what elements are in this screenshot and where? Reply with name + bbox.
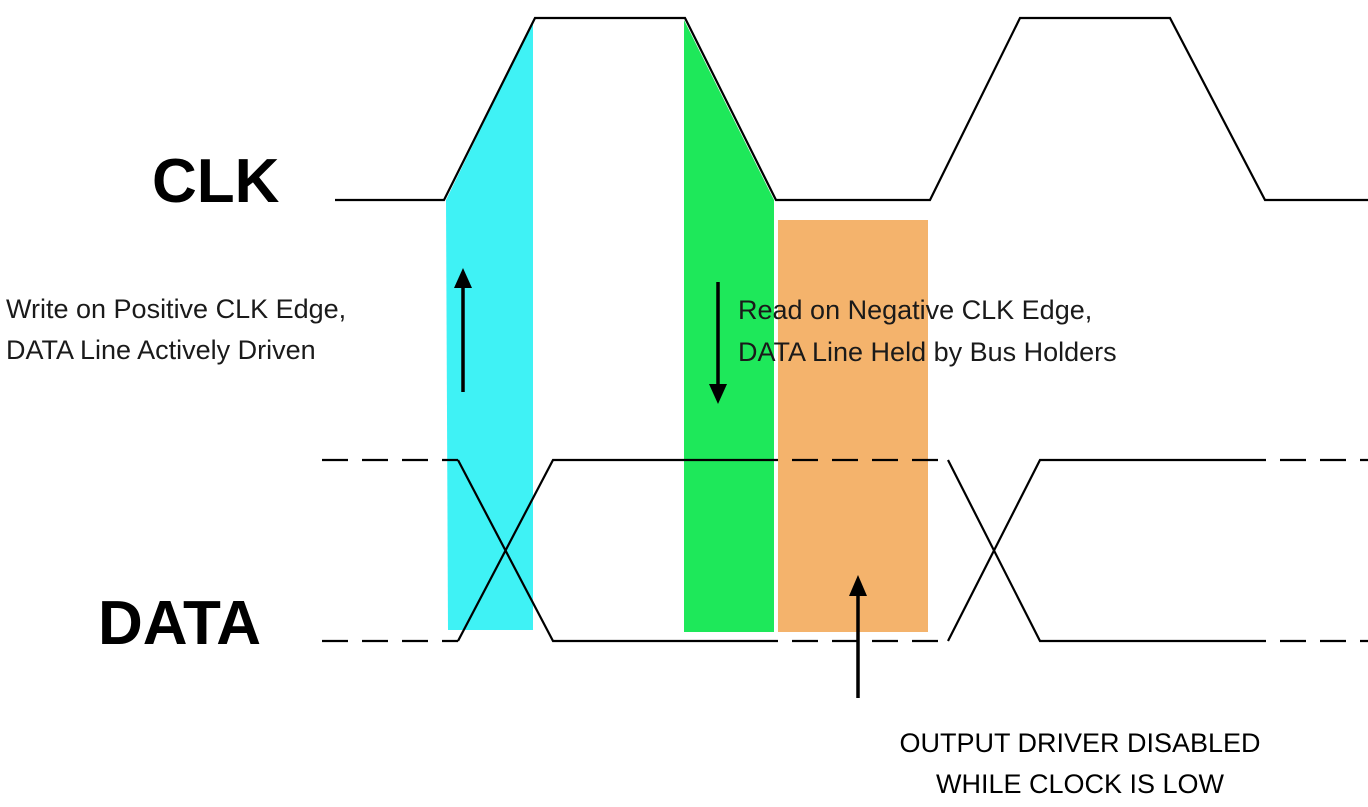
write-annotation-line2: DATA Line Actively Driven: [6, 335, 316, 365]
data-transition-2-rise: [947, 458, 1240, 642]
read-down-arrow-icon: [709, 282, 727, 404]
output-disabled-up-arrow-icon: [849, 575, 867, 698]
read-annotation-line1: Read on Negative CLK Edge,: [738, 295, 1092, 325]
clk-waveform: [335, 16, 1368, 202]
write-up-arrow-icon: [454, 268, 472, 392]
output-driver-annotation-line1: OUTPUT DRIVER DISABLED: [899, 728, 1260, 758]
read-window-highlight: [684, 20, 774, 632]
read-annotation-line2: DATA Line Held by Bus Holders: [738, 337, 1117, 367]
data-transition-1-fall: [457, 459, 752, 643]
write-annotation-line1: Write on Positive CLK Edge,: [6, 294, 346, 324]
data-transition-1-rise: [457, 458, 752, 642]
output-driver-annotation-line2: WHILE CLOCK IS LOW: [936, 769, 1225, 799]
output-disabled-highlight: [778, 220, 928, 632]
data-label: DATA: [98, 589, 261, 658]
write-window-highlight: [446, 22, 533, 630]
data-transition-2-fall: [947, 459, 1240, 643]
clk-label: CLK: [152, 147, 280, 216]
